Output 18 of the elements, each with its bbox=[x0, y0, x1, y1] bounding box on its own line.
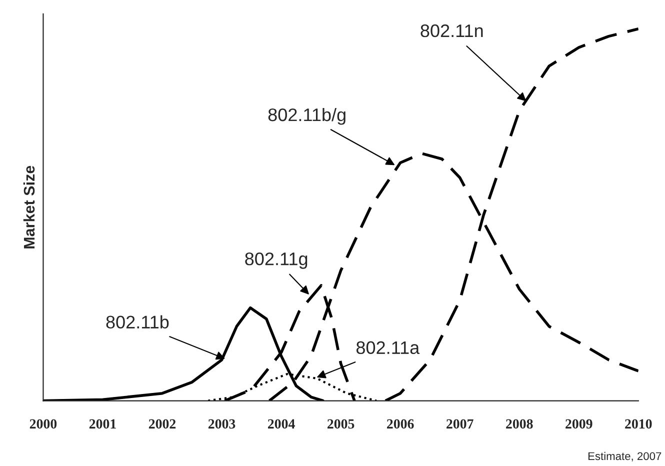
annotation: 802.11b bbox=[106, 315, 169, 329]
annotation: 802.11a bbox=[356, 341, 420, 354]
annotation: 802.11n bbox=[420, 24, 483, 38]
x-tick-label: 2010 bbox=[625, 419, 652, 429]
text: Estimate, 2007 bbox=[588, 452, 662, 462]
annotation: 802.11g bbox=[245, 252, 308, 269]
x-tick-label: 2007 bbox=[446, 419, 474, 429]
x-tick-label: 2006 bbox=[387, 419, 414, 429]
y-axis-title: Market Size bbox=[23, 166, 35, 248]
x-tick-label: 2009 bbox=[566, 419, 592, 429]
x-tick-label: 2008 bbox=[506, 419, 533, 429]
x-tick-label: 2005 bbox=[328, 419, 354, 429]
x-tick-label: 2003 bbox=[208, 419, 236, 429]
x-tick-label: 2004 bbox=[268, 419, 295, 429]
x-tick-label: 2002 bbox=[148, 419, 176, 429]
x-tick-label: 2001 bbox=[89, 419, 116, 429]
annotation: 802.11b/g bbox=[268, 108, 346, 125]
x-tick-label: 2000 bbox=[30, 419, 57, 429]
